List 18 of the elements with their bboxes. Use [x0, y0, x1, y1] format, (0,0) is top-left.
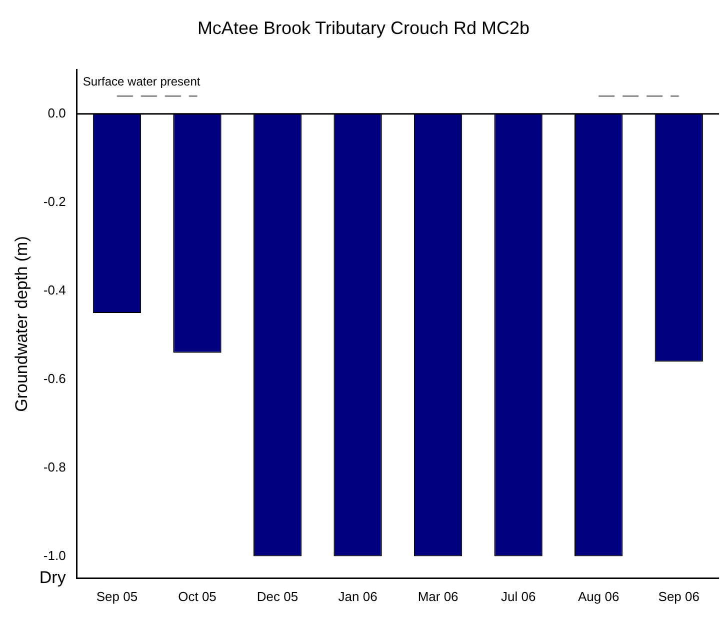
- x-tick-label: Jul 06: [500, 588, 536, 604]
- y-tick-label: -0.2: [43, 194, 66, 209]
- x-tick-label: Dec 05: [256, 588, 298, 604]
- x-tick-label: Aug 06: [578, 588, 620, 604]
- y-tick-label: -0.4: [43, 282, 66, 298]
- y-axis-title: Groundwater depth (m): [12, 236, 31, 412]
- chart-title: McAtee Brook Tributary Crouch Rd MC2b: [197, 18, 530, 38]
- x-tick-label: Sep 06: [658, 588, 700, 604]
- series-label: Surface water present: [82, 74, 201, 88]
- x-tick-label: Oct 05: [178, 588, 216, 604]
- x-tick-label: Sep 05: [96, 588, 138, 604]
- y-tick-label: 0.0: [48, 105, 66, 120]
- y-tick-label: Dry: [39, 568, 66, 588]
- x-tick-label: Jan 06: [338, 588, 378, 604]
- y-tick-label: -0.6: [43, 370, 66, 386]
- y-tick-label: -1.0: [43, 548, 66, 563]
- x-tick-label: Mar 06: [418, 588, 458, 604]
- y-tick-label: -0.8: [43, 459, 66, 474]
